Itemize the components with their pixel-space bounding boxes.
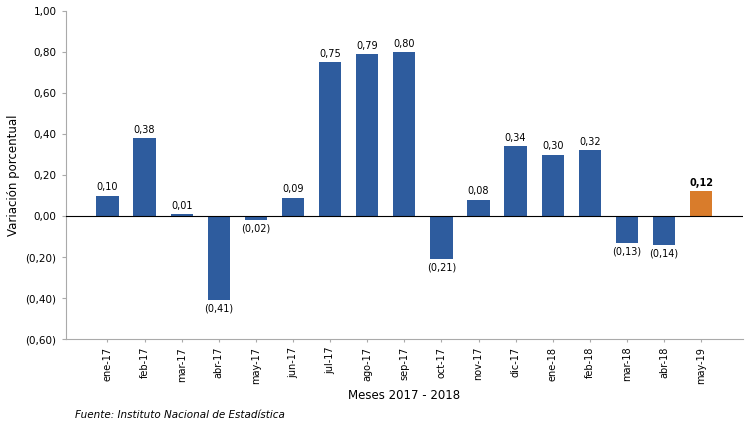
Text: 0,32: 0,32	[579, 137, 601, 147]
Bar	[542, 154, 564, 216]
Bar	[134, 138, 156, 216]
Y-axis label: Variación porcentual: Variación porcentual	[7, 114, 20, 236]
Text: 0,01: 0,01	[171, 201, 193, 211]
Bar	[690, 192, 712, 216]
Bar	[579, 151, 601, 216]
Text: (0,41): (0,41)	[204, 303, 233, 314]
Bar	[282, 197, 304, 216]
Text: (0,13): (0,13)	[612, 246, 641, 256]
X-axis label: Meses 2017 - 2018: Meses 2017 - 2018	[348, 390, 460, 403]
Text: 0,38: 0,38	[134, 125, 155, 135]
Text: (0,14): (0,14)	[650, 248, 679, 258]
Text: 0,08: 0,08	[468, 187, 489, 196]
Text: 0,79: 0,79	[356, 41, 378, 51]
Bar	[96, 195, 118, 216]
Bar	[467, 200, 490, 216]
Text: 0,30: 0,30	[542, 141, 563, 151]
Text: (0,21): (0,21)	[427, 262, 456, 273]
Bar	[170, 214, 193, 216]
Bar	[430, 216, 452, 259]
Text: 0,75: 0,75	[320, 49, 341, 59]
Bar	[244, 216, 267, 220]
Bar	[356, 54, 378, 216]
Bar	[393, 52, 416, 216]
Bar	[319, 62, 341, 216]
Bar	[653, 216, 675, 245]
Bar	[505, 146, 526, 216]
Text: (0,02): (0,02)	[242, 224, 271, 233]
Text: 0,12: 0,12	[689, 178, 713, 188]
Text: 0,09: 0,09	[282, 184, 304, 195]
Bar	[616, 216, 638, 243]
Bar	[208, 216, 230, 300]
Text: 0,34: 0,34	[505, 133, 526, 143]
Text: 0,10: 0,10	[97, 182, 118, 192]
Text: Fuente: Instituto Nacional de Estadística: Fuente: Instituto Nacional de Estadístic…	[75, 410, 285, 420]
Text: 0,80: 0,80	[394, 39, 415, 49]
